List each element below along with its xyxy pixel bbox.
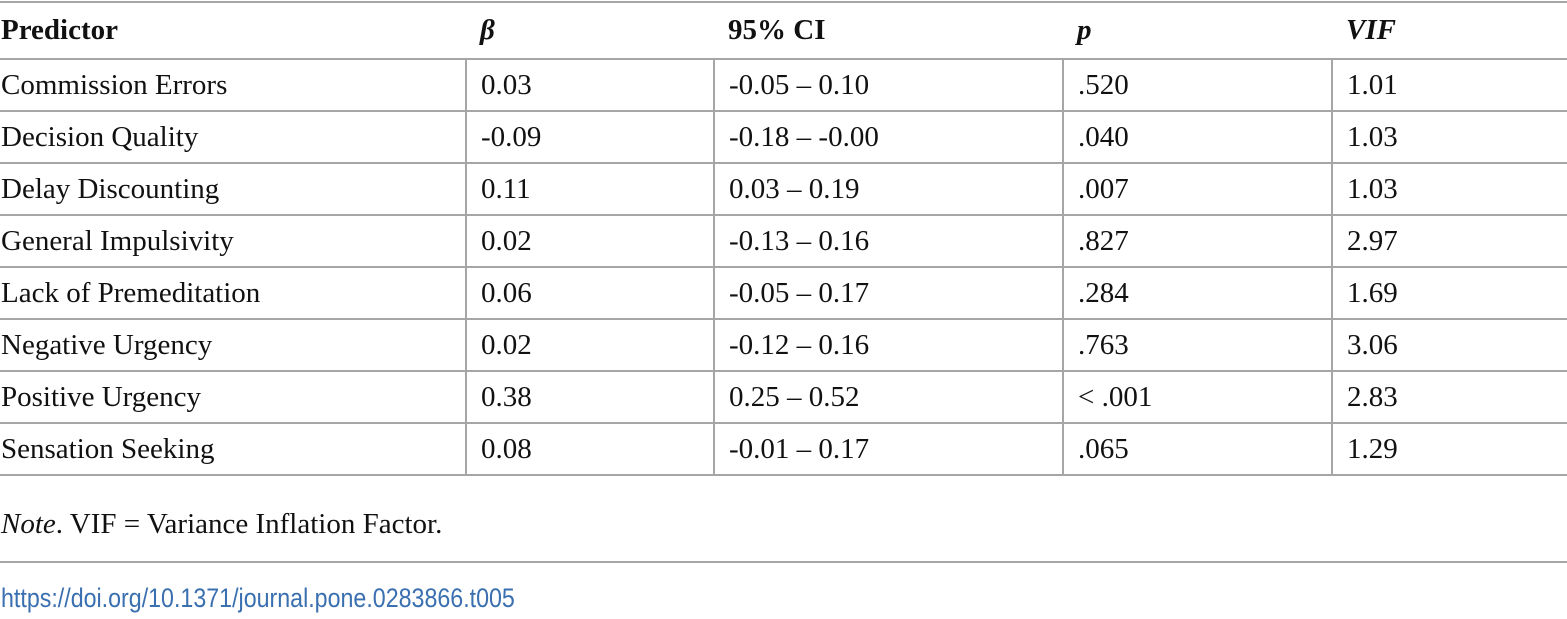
table-cell: -0.05 – 0.10	[713, 59, 1063, 112]
table-row: Lack of Premeditation 0.06 -0.05 – 0.17.28…	[0, 267, 1567, 320]
table-cell: 1.29	[1331, 423, 1567, 476]
results-table: Predictor β 95% CI p VIF Commission Errors 0.…	[0, 1, 1567, 476]
table-cell: 0.38	[465, 371, 714, 424]
table-cell: Decision Quality	[0, 111, 466, 164]
table-cell: 3.06	[1331, 319, 1567, 372]
column-header: VIF	[1332, 1, 1567, 60]
table-cell: 2.97	[1331, 215, 1567, 268]
table-cell: .763	[1062, 319, 1332, 372]
table-cell: .007	[1062, 163, 1332, 216]
table-note: Note. VIF = Variance Inflation Factor.	[1, 508, 442, 541]
table-cell: 1.03	[1331, 111, 1567, 164]
table-row: Delay Discounting 0.11 0.03 – 0.19.007 1.03	[0, 163, 1567, 216]
table-cell: 0.25 – 0.52	[713, 371, 1063, 424]
table-cell: .065	[1062, 423, 1332, 476]
doi-link[interactable]: https://doi.org/10.1371/journal.pone.028…	[1, 583, 515, 613]
table-cell: -0.01 – 0.17	[713, 423, 1063, 476]
table-cell: .040	[1062, 111, 1332, 164]
table-cell: .520	[1062, 59, 1332, 112]
table-cell: Commission Errors	[0, 59, 466, 112]
table-cell: -0.18 – -0.00	[713, 111, 1063, 164]
table-row: Decision Quality -0.09 -0.18 – -0.00.040 1.…	[0, 111, 1567, 164]
column-header: p	[1063, 1, 1332, 60]
table-row: General Impulsivity 0.02 -0.13 – 0.16.827 2…	[0, 215, 1567, 268]
table-cell: .827	[1062, 215, 1332, 268]
table-cell: -0.12 – 0.16	[713, 319, 1063, 372]
table-cell: 0.11	[465, 163, 714, 216]
table-cell: -0.05 – 0.17	[713, 267, 1063, 320]
table-cell: Sensation Seeking	[0, 423, 466, 476]
column-header: 95% CI	[714, 1, 1063, 60]
column-header: β	[466, 1, 714, 60]
table-cell: 0.03	[465, 59, 714, 112]
table-cell: 0.08	[465, 423, 714, 476]
table-cell: 0.02	[465, 215, 714, 268]
table-cell: Negative Urgency	[0, 319, 466, 372]
table-body: Commission Errors 0.03 -0.05 – 0.10.520 1.0…	[0, 59, 1567, 476]
table-cell: 1.69	[1331, 267, 1567, 320]
note-text: . VIF = Variance Inflation Factor.	[55, 508, 443, 540]
table-cell: 2.83	[1331, 371, 1567, 424]
table-cell: 1.01	[1331, 59, 1567, 112]
table-cell: Positive Urgency	[0, 371, 466, 424]
divider	[0, 561, 1567, 563]
header-row: Predictor β 95% CI p VIF	[0, 1, 1567, 60]
table-row: Commission Errors 0.03 -0.05 – 0.10.520 1.0…	[0, 59, 1567, 112]
table-cell: 0.03 – 0.19	[713, 163, 1063, 216]
note-label: Note	[1, 508, 56, 540]
table-cell: General Impulsivity	[0, 215, 466, 268]
table-cell: 1.03	[1331, 163, 1567, 216]
table-row: Positive Urgency 0.38 0.25 – 0.52 < .001 2.8…	[0, 371, 1567, 424]
table-cell: 0.06	[465, 267, 714, 320]
table-cell: 0.02	[465, 319, 714, 372]
table-cell: Lack of Premeditation	[0, 267, 466, 320]
column-header: Predictor	[0, 1, 466, 60]
table-cell: -0.09	[465, 111, 714, 164]
table-cell: .284	[1062, 267, 1332, 320]
table-cell: -0.13 – 0.16	[713, 215, 1063, 268]
table-row: Negative Urgency 0.02 -0.12 – 0.16.763 3.06	[0, 319, 1567, 372]
table-row: Sensation Seeking 0.08 -0.01 – 0.17.065 1.2…	[0, 423, 1567, 476]
table-cell: Delay Discounting	[0, 163, 466, 216]
table-cell: < .001	[1062, 371, 1332, 424]
